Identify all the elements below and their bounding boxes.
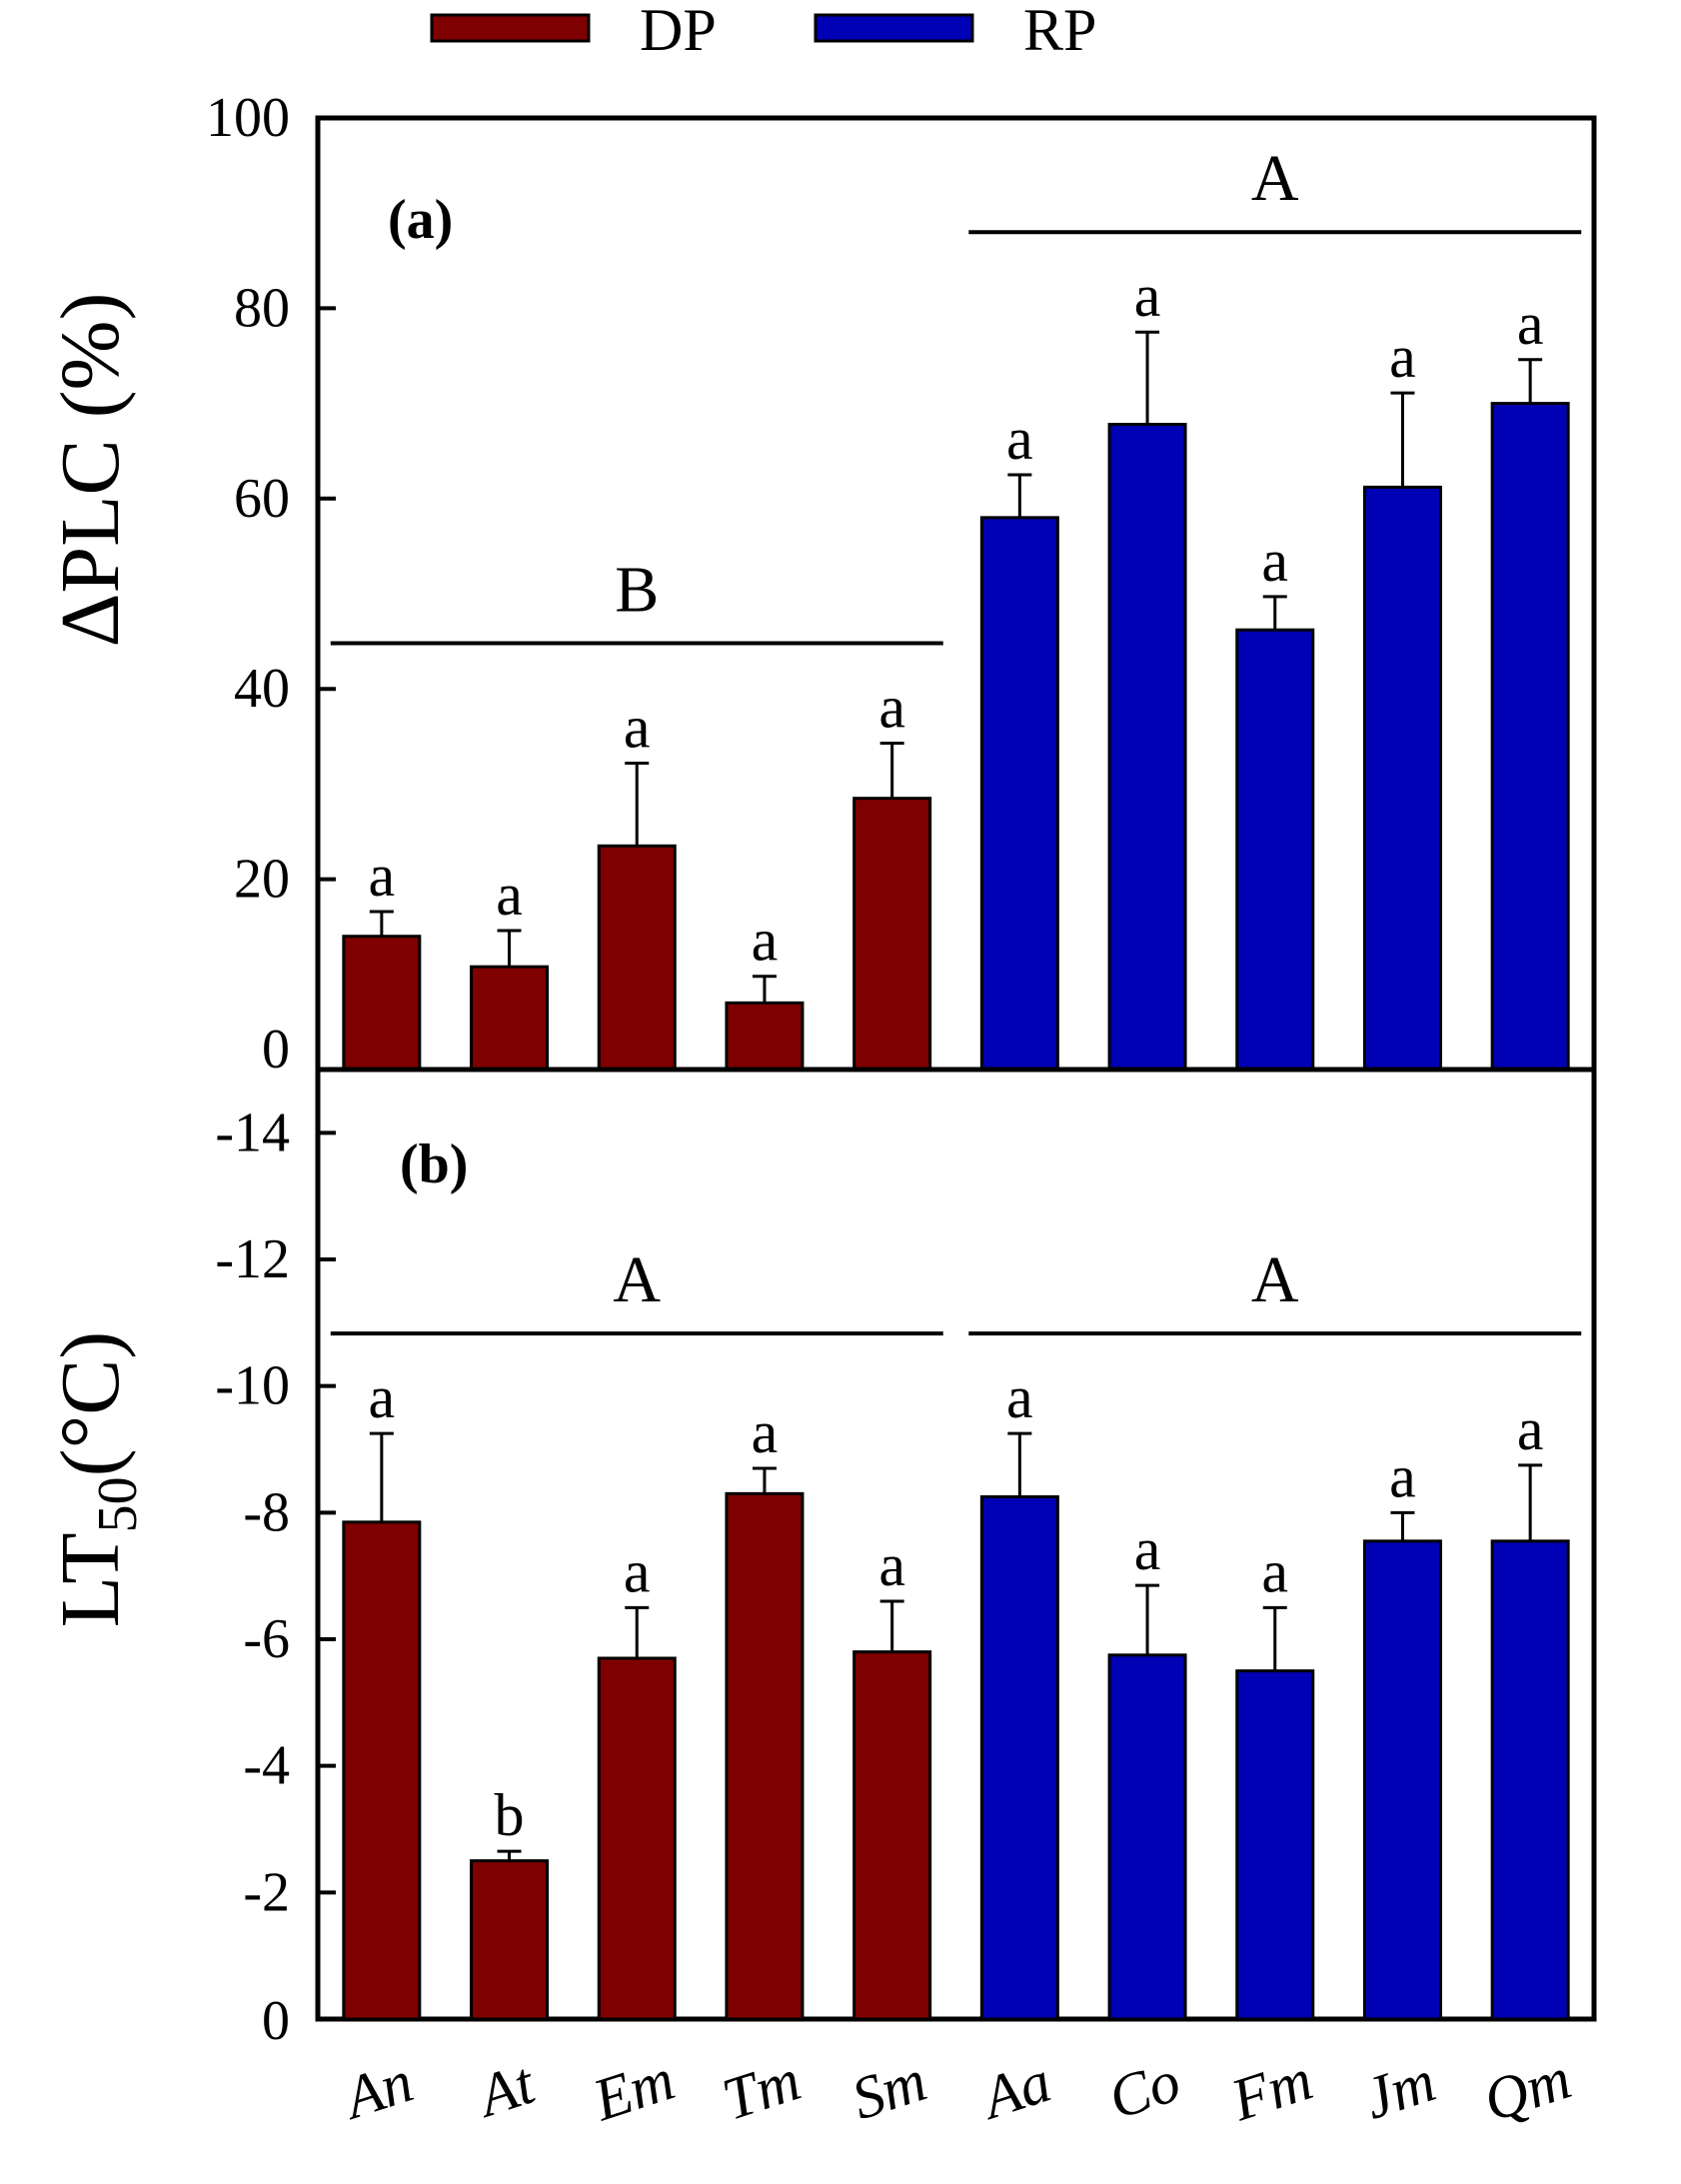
legend-swatch-rp [814, 13, 974, 43]
y-tick-label: 80 [234, 277, 290, 339]
significance-letter: a [1006, 406, 1033, 472]
bar [1107, 423, 1187, 1072]
legend-label-dp: DP [640, 0, 717, 63]
category-label: Em [585, 2046, 682, 2134]
bar [1490, 1539, 1570, 2021]
category-label: Fm [1222, 2046, 1319, 2134]
bar [342, 1520, 422, 2021]
significance-letter: a [878, 674, 905, 740]
significance-letter: a [624, 694, 651, 760]
significance-letter: a [369, 843, 396, 909]
significance-letter: a [752, 1399, 779, 1465]
significance-letter: a [624, 1538, 651, 1604]
category-label: At [467, 2049, 543, 2130]
bar [852, 797, 932, 1072]
group-label: A [613, 1243, 661, 1316]
significance-letter: b [495, 1782, 525, 1848]
bar [979, 1495, 1059, 2021]
y-tick-label: 20 [234, 849, 290, 911]
category-label: Tm [715, 2046, 808, 2132]
bar [1490, 402, 1570, 1072]
y-tick-label: -10 [215, 1355, 290, 1417]
bar [597, 844, 677, 1072]
significance-letter: a [1134, 1516, 1161, 1582]
panel-label-b: (b) [400, 1133, 468, 1195]
bar [470, 1859, 550, 2021]
y-axis-label-b-subscript: 50 [87, 1476, 149, 1532]
significance-letter: a [496, 862, 523, 928]
plot-area: 0 20 40 60 80 100 a a a a a a a a a a B A 0 -2 -4 -6 -8 -10 -12 -… [206, 87, 1597, 2135]
category-label: Co [1100, 2047, 1187, 2131]
y-axis-label-b: LT50(°C) [44, 1331, 149, 1628]
plot-frame [315, 1067, 1597, 2022]
category-label: Jm [1356, 2047, 1443, 2131]
significance-letter: a [1389, 324, 1416, 390]
significance-letter: a [1261, 1538, 1288, 1604]
bar [1362, 1539, 1442, 2021]
bar [979, 516, 1059, 1072]
bar [725, 1001, 805, 1072]
category-label: Aa [971, 2048, 1059, 2133]
bar [725, 1491, 805, 2021]
y-tick-label: -8 [243, 1481, 290, 1543]
y-tick-label: -14 [215, 1101, 290, 1163]
bar [470, 965, 550, 1072]
y-tick-label: -6 [243, 1608, 290, 1670]
group-label: A [1251, 1243, 1299, 1316]
category-label: Qm [1476, 2045, 1579, 2135]
legend-swatch-dp [430, 13, 591, 43]
group-label: A [1251, 142, 1299, 215]
legend-item-dp: DP [430, 0, 717, 63]
y-axis-label-a: ΔPLC (%) [44, 293, 137, 648]
legend-item-rp: RP [814, 0, 1096, 63]
panel-label-a: (a) [388, 189, 453, 251]
significance-letter: a [878, 1532, 905, 1598]
y-axis-label-b-unit: (°C) [44, 1331, 137, 1477]
significance-letter: a [369, 1364, 396, 1430]
y-tick-label: -4 [243, 1735, 290, 1797]
y-tick-label: 0 [262, 1019, 290, 1081]
significance-letter: a [1006, 1364, 1033, 1430]
y-tick-label: 0 [262, 1990, 290, 2052]
legend-label-rp: RP [1023, 0, 1096, 63]
bar [1235, 628, 1315, 1072]
significance-letter: a [1517, 1396, 1544, 1462]
significance-letter: a [1517, 291, 1544, 357]
bar [1235, 1669, 1315, 2021]
significance-letter: a [1134, 263, 1161, 329]
y-tick-label: -12 [215, 1228, 290, 1290]
y-tick-label: 40 [234, 658, 290, 720]
group-label: B [615, 553, 659, 626]
bar [597, 1656, 677, 2021]
y-tick-label: -2 [243, 1861, 290, 1923]
y-tick-label: 60 [234, 468, 290, 530]
bar [1107, 1653, 1187, 2021]
y-tick-label: 100 [206, 87, 290, 149]
significance-letter: a [752, 908, 779, 974]
significance-letter: a [1389, 1443, 1416, 1509]
bar [1362, 485, 1442, 1072]
bar [852, 1650, 932, 2021]
significance-letter: a [1261, 528, 1288, 594]
y-axis-label-b-main: LT [44, 1532, 137, 1627]
bar [342, 935, 422, 1072]
legend: DP RP [430, 0, 1096, 63]
category-label: Sm [843, 2047, 933, 2132]
category-label: An [333, 2048, 421, 2133]
